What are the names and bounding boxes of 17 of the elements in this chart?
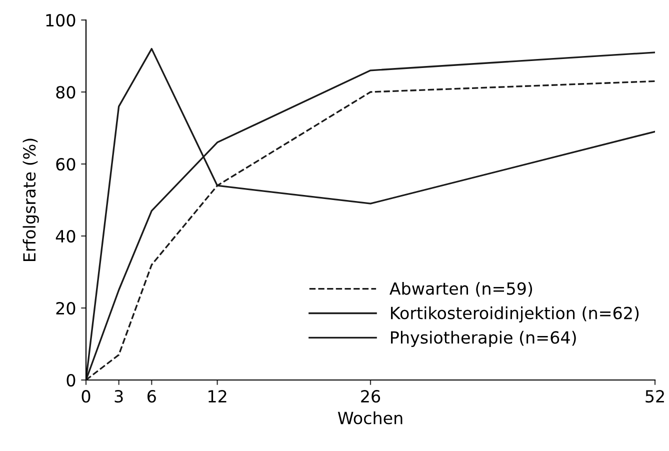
y-tick-label: 60: [56, 158, 76, 171]
legend-label: Abwarten (n=59): [390, 282, 532, 297]
x-axis-title: Wochen: [338, 411, 402, 424]
x-tick-label: 26: [361, 390, 380, 403]
y-axis-title: Erfolgsrate (%): [22, 138, 39, 262]
y-tick-label: 80: [56, 86, 76, 99]
x-tick-label: 3: [114, 390, 123, 403]
y-tick-label: 100: [46, 14, 76, 27]
x-tick-label: 52: [646, 390, 664, 403]
y-tick-label: 0: [66, 374, 76, 387]
x-tick-label: 6: [148, 390, 156, 403]
legend-label: Physiotherapie (n=64): [391, 330, 576, 347]
x-tick-label: 12: [208, 390, 226, 402]
x-tick-label: 0: [82, 390, 90, 403]
y-tick-label: 40: [56, 230, 76, 243]
legend-label: Kortikosteroidinjektion (n=62): [391, 306, 639, 323]
y-tick-label: 20: [56, 302, 76, 315]
